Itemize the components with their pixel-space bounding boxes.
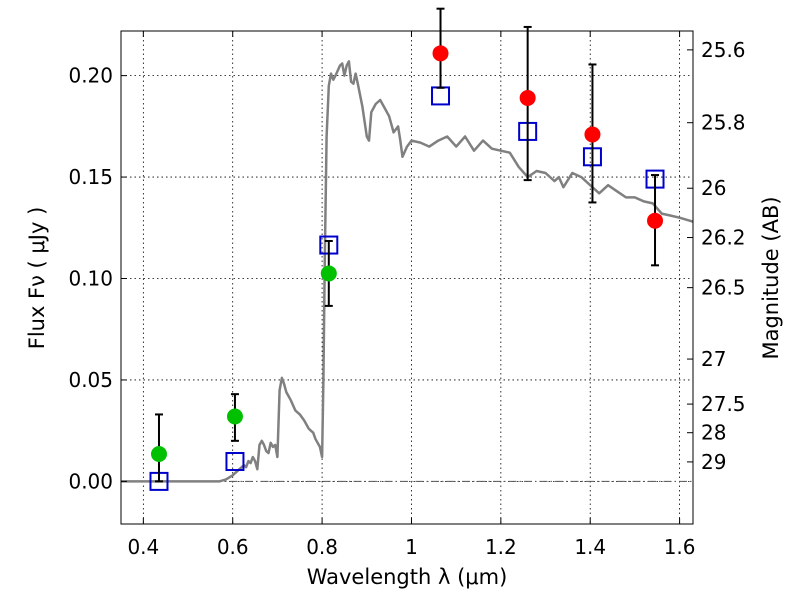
right-tick-label: 27.5 (701, 392, 746, 416)
x-tick-label: 1 (405, 535, 418, 559)
photometry-point (320, 265, 337, 282)
right-tick-label: 25.8 (701, 111, 746, 135)
x-tick-label: 0.6 (217, 535, 249, 559)
right-tick-label: 29 (701, 450, 726, 474)
photometry-point (226, 408, 243, 425)
model-square-marker (225, 452, 245, 472)
axis-ticks: 0.4 0.6 0.8 1 1.2 1.4 1.6 0.00 0.05 0.10 0.15 0.20 2… (68, 31, 746, 559)
x-tick-label: 0.8 (306, 535, 338, 559)
y-tick-label: 0.05 (68, 368, 113, 392)
model-sed-line (121, 60, 694, 483)
y-tick-label: 0.15 (68, 165, 113, 189)
y-tick-label: 0.20 (68, 64, 113, 88)
right-tick-label: 26 (701, 176, 726, 200)
x-tick-label: 0.4 (127, 535, 159, 559)
right-tick-label: 26.2 (701, 226, 746, 250)
photometry-point (647, 212, 664, 229)
x-tick-label: 1.6 (664, 535, 696, 559)
x-tick-label: 1.4 (574, 535, 606, 559)
photometry-point (432, 45, 449, 62)
right-axis-label: Magnitude (AB) (759, 196, 783, 359)
y-tick-label: 0.00 (68, 469, 113, 493)
plot-frame (120, 30, 694, 525)
right-tick-label: 28 (701, 421, 726, 445)
photometry-point (150, 446, 167, 463)
plot-series (121, 7, 694, 491)
y-axis-label: Flux Fν ( μJy ) (25, 207, 49, 350)
y-tick-label: 0.10 (68, 267, 113, 291)
right-tick-label: 25.6 (701, 38, 746, 62)
right-tick-label: 27 (701, 347, 726, 371)
x-tick-label: 1.2 (485, 535, 517, 559)
photometry-point (519, 89, 536, 106)
right-tick-label: 26.5 (701, 276, 746, 300)
grid (121, 31, 693, 524)
photometry-point (584, 126, 601, 143)
x-axis-label: Wavelength λ (μm) (307, 565, 508, 589)
